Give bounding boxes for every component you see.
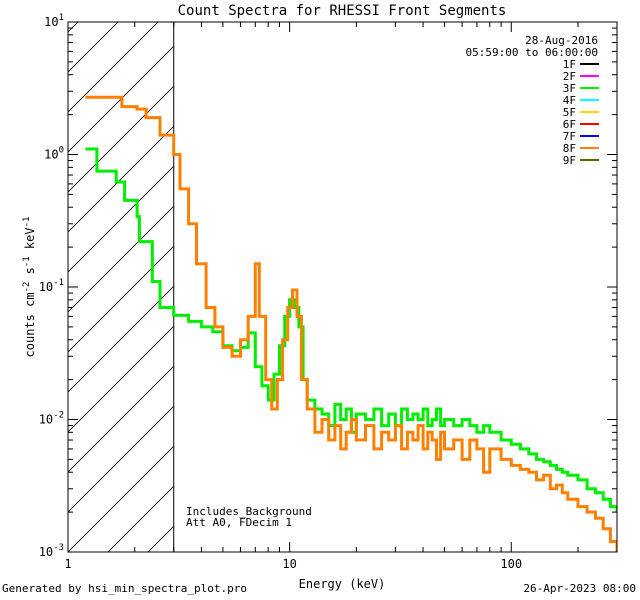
y-label-end: keV (23, 227, 37, 256)
y-tick-label-exp: -2 (53, 411, 64, 421)
hatch-line (68, 22, 159, 113)
x-axis-ticks: 1 10 100 (64, 22, 618, 571)
hatch-line (68, 285, 174, 393)
y-axis-label: counts cm-2 s-1 keV-1 (22, 217, 37, 358)
y-tick-label: 100 (44, 146, 64, 162)
y-label-sup3: -1 (22, 217, 32, 228)
footer-timestamp: 26-Apr-2023 08:00 (523, 582, 636, 595)
y-tick-label-base: 10 (39, 413, 53, 427)
time-range-label: 05:59:00 to 06:00:00 (466, 46, 598, 59)
x-tick-label: 10 (282, 557, 296, 571)
hatch-line (107, 485, 174, 552)
y-tick-label: 101 (44, 13, 64, 29)
y-tick-label-exp: -1 (53, 278, 64, 288)
hatch-line (68, 365, 174, 473)
hatch-line (68, 45, 174, 153)
legend-label: 3F (563, 82, 576, 95)
y-tick-label-base: 10 (44, 148, 58, 162)
legend-label: 9F (563, 154, 576, 167)
legend-label: 1F (563, 58, 576, 71)
hatch-line (68, 245, 174, 353)
hatch-line (68, 445, 174, 552)
x-tick-label: 100 (500, 557, 522, 571)
y-label-mid: s (23, 267, 37, 281)
legend-label: 6F (563, 118, 576, 131)
annotation-background: Includes_Background (186, 505, 312, 518)
x-tick-label: 1 (64, 557, 71, 571)
series-line-8F (85, 95, 617, 552)
hatch-line (228, 22, 640, 552)
legend-label: 2F (563, 70, 576, 83)
y-tick-label-exp: 1 (59, 13, 64, 23)
legend-label: 5F (563, 106, 576, 119)
y-tick-label-exp: -3 (53, 543, 64, 553)
footer-generated-by: Generated by hsi_min_spectra_plot.pro (2, 582, 248, 595)
date-label: 28-Aug-2016 (525, 34, 598, 47)
legend-label: 7F (563, 130, 576, 143)
hatch-line (68, 205, 174, 313)
series-line-3F (85, 147, 617, 513)
y-label-sup2: -1 (22, 256, 32, 267)
hatched-region (0, 22, 640, 552)
y-tick-label-base: 10 (39, 545, 53, 559)
y-label-sup1: -2 (22, 282, 32, 293)
legend-label: 8F (563, 142, 576, 155)
hatch-line (0, 22, 38, 552)
y-tick-label-base: 10 (44, 15, 58, 29)
annotation-attenuator: Att A0, FDecim 1 (186, 516, 292, 529)
x-axis-label: Energy (keV) (299, 577, 386, 591)
hatch-line (68, 405, 174, 513)
legend-label: 4F (563, 94, 576, 107)
y-tick-label: 10-2 (39, 411, 64, 427)
chart-title: Count Spectra for RHESSI Front Segments (178, 3, 507, 19)
y-label-main: counts cm (23, 292, 37, 357)
y-tick-label-base: 10 (39, 280, 53, 294)
y-tick-label: 10-1 (39, 278, 64, 294)
hatch-line (68, 85, 174, 193)
y-tick-label-exp: 0 (59, 146, 64, 156)
y-tick-label: 10-3 (39, 543, 64, 559)
series-group (85, 95, 617, 552)
